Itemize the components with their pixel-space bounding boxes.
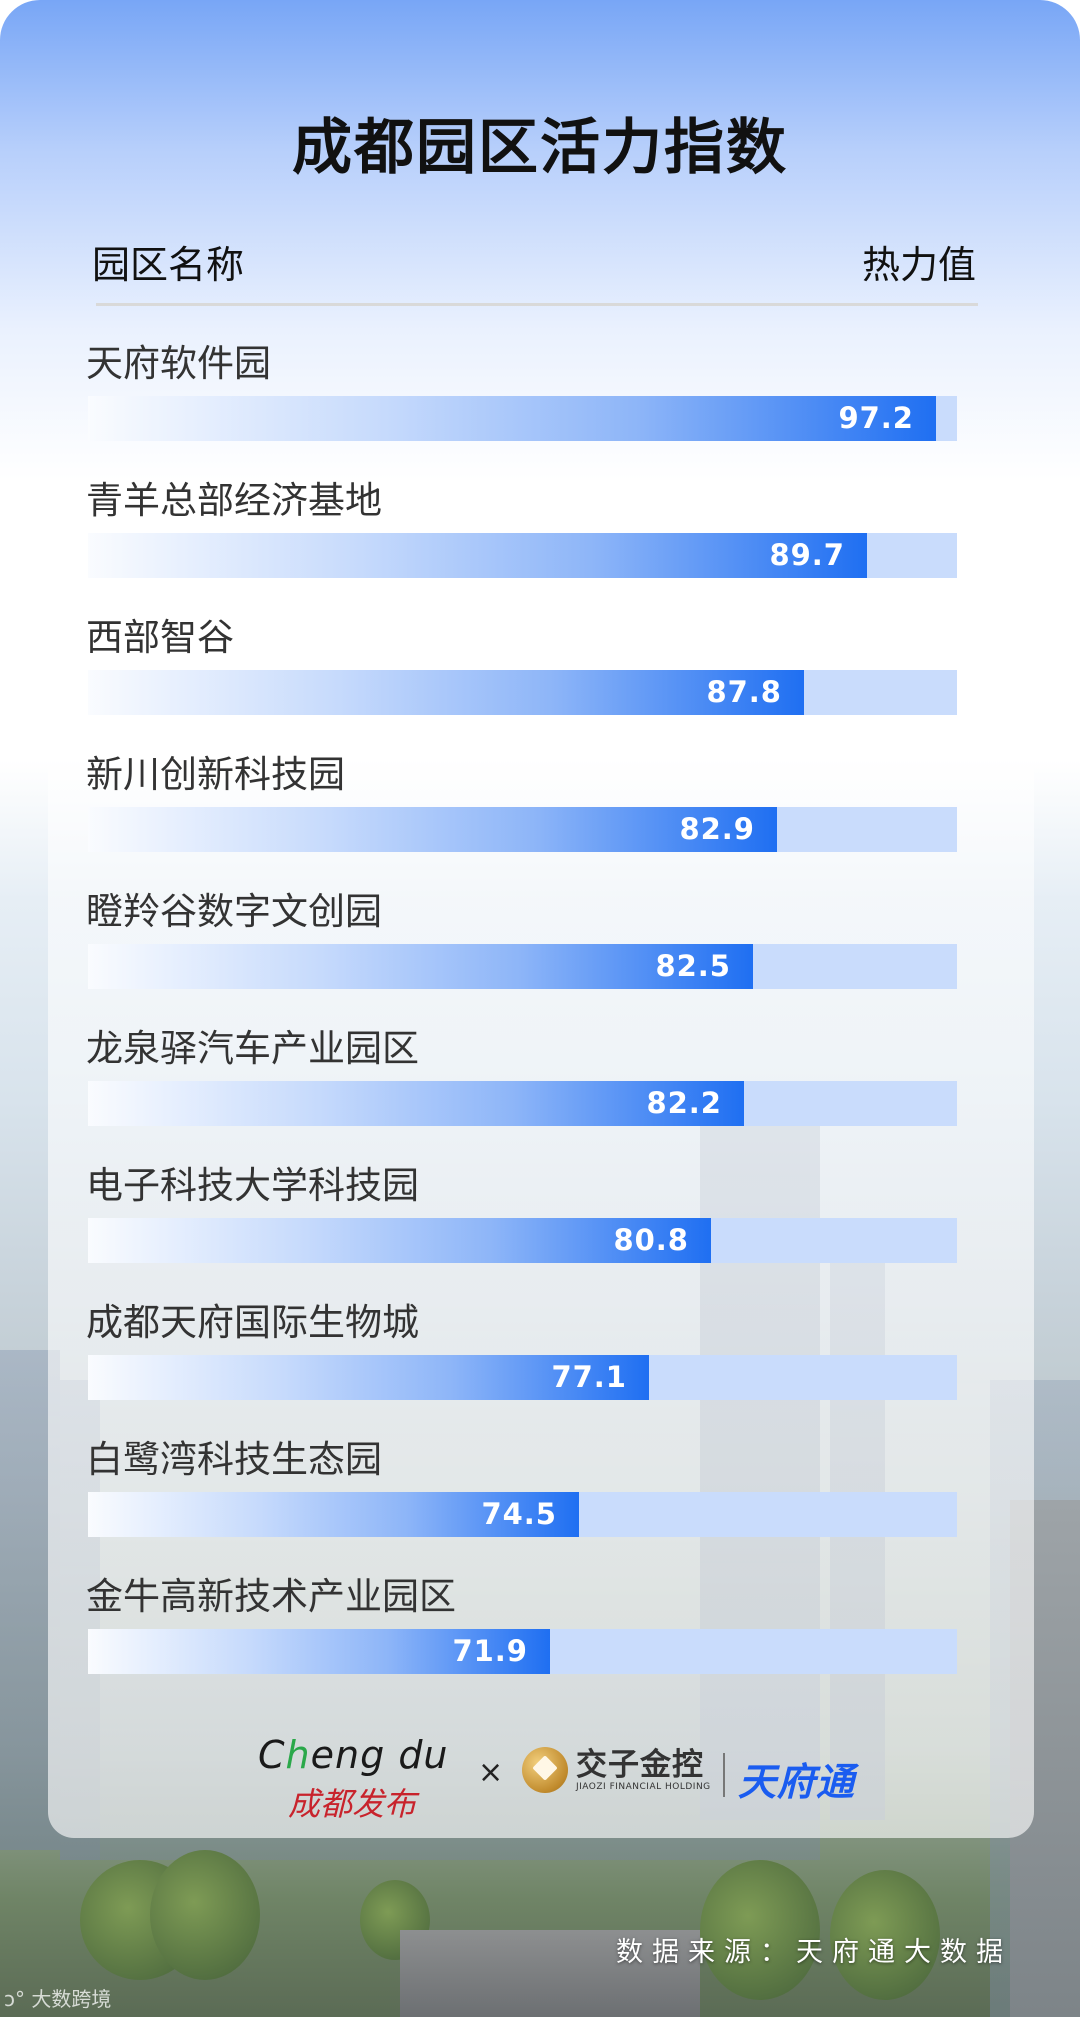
heat-value: 82.5: [655, 949, 731, 983]
bar-fill: 82.9: [88, 807, 777, 852]
logo-divider: [723, 1753, 725, 1797]
bar-fill: 82.5: [88, 944, 753, 989]
bar-fill: 87.8: [88, 670, 804, 715]
heat-value: 71.9: [452, 1634, 528, 1668]
tree: [700, 1860, 820, 2000]
bar-track: 74.5: [88, 1492, 957, 1537]
watermark: ↄ° 大数跨境: [4, 1987, 112, 2011]
jiaozi-logo-en: JIAOZI FINANCIAL HOLDING: [576, 1782, 711, 1792]
bar-fill: 80.8: [88, 1218, 711, 1263]
heat-value: 82.9: [679, 812, 755, 846]
bar-track: 82.9: [88, 807, 957, 852]
bar-fill: 89.7: [88, 533, 867, 578]
bar-row: 金牛高新技术产业园区 71.9: [0, 1574, 1080, 1711]
data-source: 数据来源：天府通大数据: [616, 1937, 1012, 1968]
partner-logos: Cheng du 成都发布 × 交子金控 JIAOZI FINANCIAL HO…: [0, 1725, 1080, 1835]
bar-fill: 97.2: [88, 396, 936, 441]
bar-row: 新川创新科技园 82.9: [0, 752, 1080, 889]
jiaozi-logo: 交子金控 JIAOZI FINANCIAL HOLDING: [522, 1747, 711, 1793]
chengdu-logo-en: Cheng du: [258, 1733, 449, 1777]
bar-row: 西部智谷 87.8: [0, 615, 1080, 752]
chengdu-release-logo: Cheng du 成都发布: [258, 1733, 449, 1825]
bar-row: 电子科技大学科技园 80.8: [0, 1163, 1080, 1300]
page-title: 成都园区活力指数: [278, 112, 802, 184]
bar-track: 82.5: [88, 944, 957, 989]
park-name: 天府软件园: [86, 342, 271, 385]
tianfutong-logo: 天府通: [738, 1760, 856, 1804]
title-wrap: 成都园区活力指数: [0, 112, 1080, 184]
coin-icon: [522, 1747, 568, 1793]
heat-value: 80.8: [613, 1223, 689, 1257]
bar-row: 瞪羚谷数字文创园 82.5: [0, 889, 1080, 1026]
jiaozi-logo-cn: 交子金控: [576, 1747, 704, 1783]
column-header-value: 热力值: [861, 243, 976, 287]
heat-value: 87.8: [706, 675, 782, 709]
bar-track: 77.1: [88, 1355, 957, 1400]
heat-value: 97.2: [838, 401, 914, 435]
heat-value: 74.5: [481, 1497, 557, 1531]
park-name: 新川创新科技园: [86, 753, 345, 796]
tree: [830, 1870, 940, 2000]
park-name: 青羊总部经济基地: [86, 479, 382, 522]
park-name: 龙泉驿汽车产业园区: [86, 1027, 419, 1070]
park-name: 电子科技大学科技园: [86, 1164, 419, 1207]
bar-fill: 77.1: [88, 1355, 649, 1400]
times-icon: ×: [478, 1755, 504, 1790]
chengdu-logo-cn: 成都发布: [288, 1785, 417, 1823]
park-name: 瞪羚谷数字文创园: [86, 890, 382, 933]
tree: [150, 1850, 260, 1980]
bar-fill: 71.9: [88, 1629, 550, 1674]
park-name: 成都天府国际生物城: [86, 1301, 419, 1344]
bar-row: 龙泉驿汽车产业园区 82.2: [0, 1026, 1080, 1163]
bar-track: 80.8: [88, 1218, 957, 1263]
bar-track: 71.9: [88, 1629, 957, 1674]
bar-fill: 82.2: [88, 1081, 744, 1126]
bar-row: 白鹭湾科技生态园 74.5: [0, 1437, 1080, 1574]
bar-row: 青羊总部经济基地 89.7: [0, 478, 1080, 615]
park-name: 白鹭湾科技生态园: [86, 1438, 382, 1481]
heat-value: 77.1: [551, 1360, 627, 1394]
bar-track: 87.8: [88, 670, 957, 715]
park-name: 金牛高新技术产业园区: [86, 1575, 456, 1618]
bar-track: 82.2: [88, 1081, 957, 1126]
bar-row: 天府软件园 97.2: [0, 341, 1080, 478]
roof-building: [400, 1930, 700, 2017]
watermark-logo-icon: ↄ°: [4, 1987, 32, 2011]
bar-track: 97.2: [88, 396, 957, 441]
bar-fill: 74.5: [88, 1492, 579, 1537]
park-name: 西部智谷: [86, 616, 234, 659]
header-divider: [96, 303, 978, 306]
column-header-name: 园区名称: [92, 243, 245, 287]
bar-track: 89.7: [88, 533, 957, 578]
heat-value: 89.7: [769, 538, 845, 572]
heat-value: 82.2: [646, 1086, 722, 1120]
bar-row: 成都天府国际生物城 77.1: [0, 1300, 1080, 1437]
